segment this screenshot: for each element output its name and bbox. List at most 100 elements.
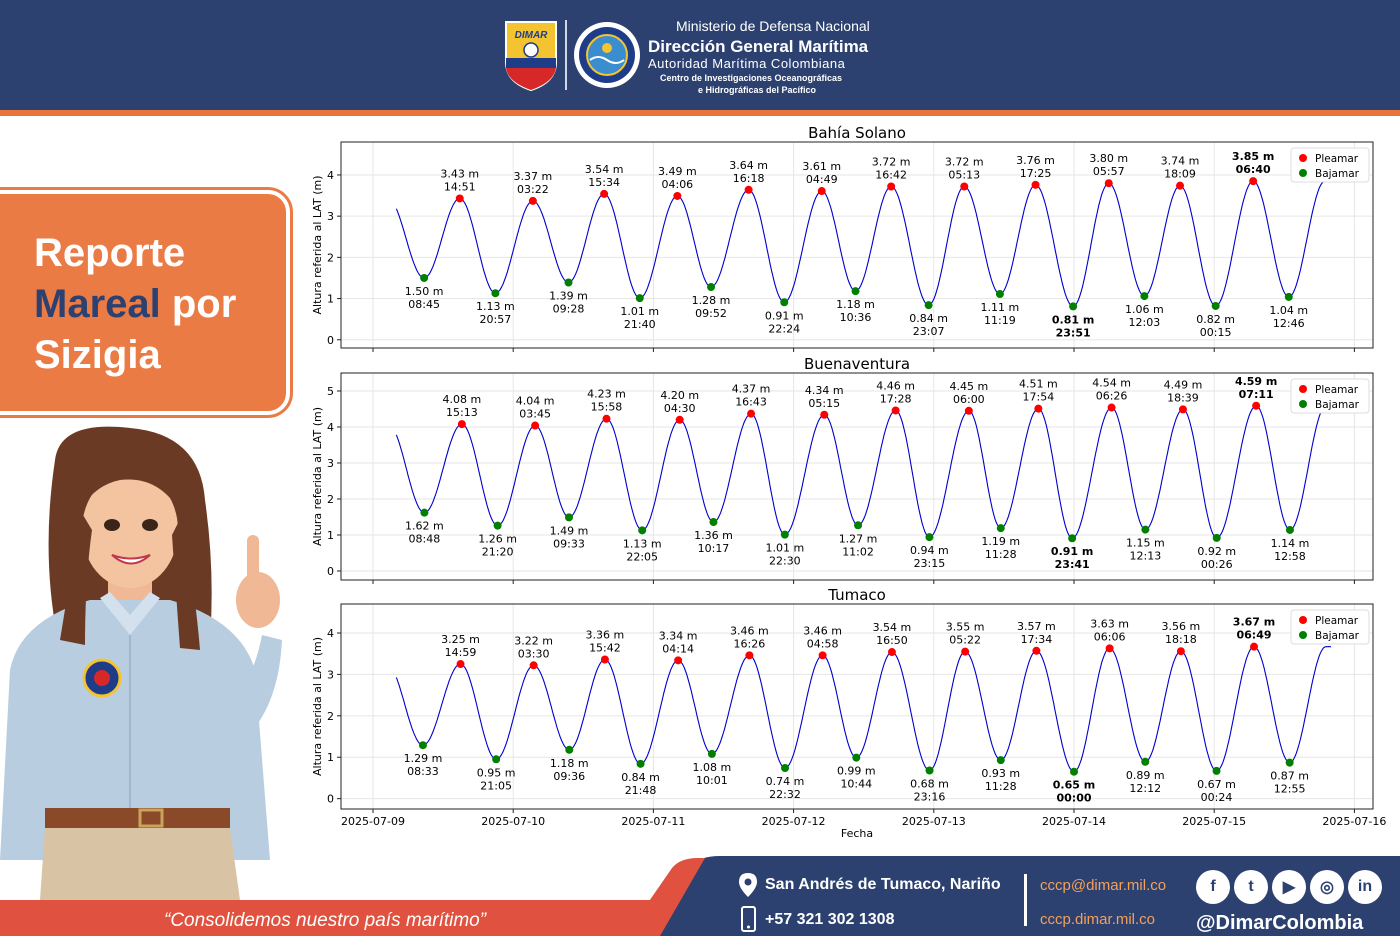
linkedin-icon[interactable]: in <box>1348 870 1382 904</box>
pleamar-value-label: 3.63 m <box>1090 617 1129 630</box>
y-tick-label: 4 <box>327 421 334 434</box>
pleamar-time-label: 18:09 <box>1164 168 1196 181</box>
pleamar-point <box>1031 180 1040 189</box>
footer-phone: +57 321 302 1308 <box>765 911 895 928</box>
bajamar-point <box>924 301 933 310</box>
bajamar-value-label: 0.93 m <box>981 767 1020 780</box>
legend-pleamar-label: Pleamar <box>1315 153 1359 165</box>
pleamar-point <box>456 660 465 669</box>
legend-bajamar-marker <box>1299 400 1307 408</box>
instagram-icon[interactable]: ◎ <box>1310 870 1344 904</box>
bajamar-value-label: 0.84 m <box>909 312 948 325</box>
bajamar-value-label: 0.81 m <box>1052 313 1094 326</box>
pleamar-point <box>1176 647 1185 656</box>
y-axis-label: Altura referida al LAT (m) <box>311 176 324 315</box>
pleamar-time-label: 16:26 <box>734 637 766 650</box>
bajamar-point <box>420 273 429 282</box>
bajamar-value-label: 1.50 m <box>405 285 444 298</box>
tide-curve <box>395 180 1331 307</box>
bajamar-point <box>996 524 1005 533</box>
pleamar-time-label: 04:06 <box>661 178 693 191</box>
pleamar-time-label: 06:40 <box>1236 163 1271 176</box>
bajamar-time-label: 00:26 <box>1201 558 1233 571</box>
bajamar-point <box>1212 533 1221 542</box>
header-agency: Dirección General Marítima <box>648 37 869 56</box>
footer-slogan: “Consolidemos nuestro país marítimo” <box>164 910 487 931</box>
pleamar-time-label: 17:54 <box>1023 391 1055 404</box>
pleamar-value-label: 4.23 m <box>587 388 626 401</box>
pleamar-time-label: 16:50 <box>876 634 908 647</box>
bajamar-value-label: 0.91 m <box>765 309 804 322</box>
bajamar-point <box>565 745 574 754</box>
plot-frame <box>340 372 1374 581</box>
bajamar-value-label: 0.94 m <box>910 544 949 557</box>
legend-pleamar-marker <box>1299 154 1307 162</box>
bajamar-value-label: 1.11 m <box>981 301 1020 314</box>
bajamar-time-label: 00:15 <box>1200 326 1232 339</box>
twitter-icon[interactable]: t <box>1234 870 1268 904</box>
pleamar-point <box>529 661 538 670</box>
youtube-icon[interactable]: ▶ <box>1272 870 1306 904</box>
y-tick-label: 4 <box>327 627 334 640</box>
bajamar-time-label: 22:24 <box>768 322 800 335</box>
pleamar-point <box>457 420 466 429</box>
pleamar-value-label: 3.43 m <box>440 167 479 180</box>
bajamar-value-label: 0.68 m <box>910 777 949 790</box>
header-authority: Autoridad Marítima Colombiana <box>648 56 846 71</box>
bajamar-time-label: 09:33 <box>553 537 585 550</box>
footer-email[interactable]: cccp@dimar.mil.co <box>1040 877 1167 894</box>
bajamar-point <box>707 749 716 758</box>
pleamar-time-label: 03:45 <box>519 408 551 421</box>
bajamar-time-label: 22:30 <box>769 555 801 568</box>
bajamar-point <box>707 283 716 292</box>
x-tick-label: 2025-07-15 <box>1182 815 1246 828</box>
pleamar-point <box>887 648 896 657</box>
pleamar-time-label: 04:58 <box>807 637 839 650</box>
bajamar-time-label: 11:28 <box>985 780 1017 793</box>
bajamar-value-label: 1.18 m <box>550 757 589 770</box>
footer-website[interactable]: cccp.dimar.mil.co <box>1040 911 1156 928</box>
bajamar-value-label: 1.62 m <box>405 520 444 533</box>
legend-bajamar-label: Bajamar <box>1315 399 1360 411</box>
bajamar-point <box>854 521 863 530</box>
dimar-logo-text: DIMAR <box>515 30 549 41</box>
bajamar-value-label: 1.01 m <box>620 305 659 318</box>
pleamar-time-label: 14:59 <box>445 646 477 659</box>
bajamar-point <box>1285 525 1294 534</box>
bajamar-point <box>1285 758 1294 767</box>
plot-frame <box>340 141 1374 349</box>
bajamar-point <box>780 298 789 307</box>
y-tick-label: 3 <box>327 210 334 223</box>
report-title-line3: Sizigia <box>34 333 161 377</box>
bajamar-point <box>1068 534 1077 543</box>
bajamar-point <box>492 755 501 764</box>
bajamar-value-label: 0.74 m <box>766 775 805 788</box>
pleamar-point <box>600 189 609 198</box>
bajamar-point <box>780 530 789 539</box>
pleamar-value-label: 3.80 m <box>1089 152 1128 165</box>
bajamar-time-label: 10:44 <box>840 778 872 791</box>
pleamar-time-label: 16:43 <box>735 396 767 409</box>
footer-location: San Andrés de Tumaco, Nariño <box>765 876 1001 893</box>
y-tick-label: 4 <box>327 169 334 182</box>
pleamar-point <box>961 647 970 656</box>
bajamar-point <box>781 764 790 772</box>
bajamar-point <box>1211 301 1220 310</box>
pleamar-value-label: 4.49 m <box>1164 378 1203 391</box>
facebook-icon[interactable]: f <box>1196 870 1230 904</box>
bajamar-time-label: 12:13 <box>1130 550 1162 563</box>
header-center-line2: e Hidrográficas del Pacífico <box>698 85 817 95</box>
bajamar-point <box>851 287 860 296</box>
pleamar-value-label: 4.08 m <box>443 393 482 406</box>
x-tick-label: 2025-07-11 <box>621 815 685 828</box>
bajamar-point <box>636 759 645 768</box>
footer-handle[interactable]: @DimarColombia <box>1196 912 1364 934</box>
bajamar-time-label: 23:16 <box>914 790 946 803</box>
bajamar-point <box>418 741 427 750</box>
report-title: Reporte Mareal por Sizigia <box>34 228 236 381</box>
pleamar-value-label: 3.55 m <box>946 621 985 634</box>
pleamar-value-label: 4.51 m <box>1019 378 1058 391</box>
pleamar-value-label: 3.74 m <box>1161 155 1200 168</box>
x-tick-label: 2025-07-14 <box>1042 815 1106 828</box>
